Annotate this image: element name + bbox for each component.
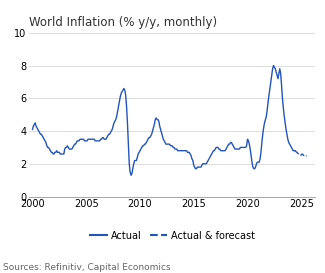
Actual & forecast	[295, 151, 299, 154]
Actual	[73, 143, 77, 146]
Actual & forecast	[296, 152, 300, 155]
Line: Actual: Actual	[32, 66, 295, 175]
Actual	[31, 128, 34, 131]
Actual	[47, 146, 51, 149]
Actual & forecast	[303, 154, 307, 157]
Actual & forecast	[305, 154, 309, 157]
Actual	[122, 87, 126, 90]
Actual & forecast	[294, 150, 298, 153]
Actual	[231, 144, 235, 147]
Actual & forecast	[302, 154, 306, 157]
Actual	[112, 121, 116, 124]
Legend: Actual, Actual & forecast: Actual, Actual & forecast	[90, 231, 255, 241]
Actual & forecast	[297, 152, 301, 156]
Actual	[272, 64, 276, 67]
Text: Sources: Refinitiv, Capital Economics: Sources: Refinitiv, Capital Economics	[3, 263, 171, 272]
Actual & forecast	[301, 153, 305, 156]
Actual	[129, 174, 133, 177]
Line: Actual & forecast: Actual & forecast	[295, 151, 307, 156]
Actual & forecast	[298, 154, 302, 157]
Actual	[293, 149, 297, 152]
Actual & forecast	[300, 152, 304, 156]
Actual & forecast	[297, 153, 301, 156]
Actual & forecast	[304, 155, 308, 158]
Actual	[254, 165, 257, 169]
Actual & forecast	[299, 153, 303, 156]
Actual & forecast	[293, 149, 297, 152]
Text: World Inflation (% y/y, monthly): World Inflation (% y/y, monthly)	[29, 16, 217, 29]
